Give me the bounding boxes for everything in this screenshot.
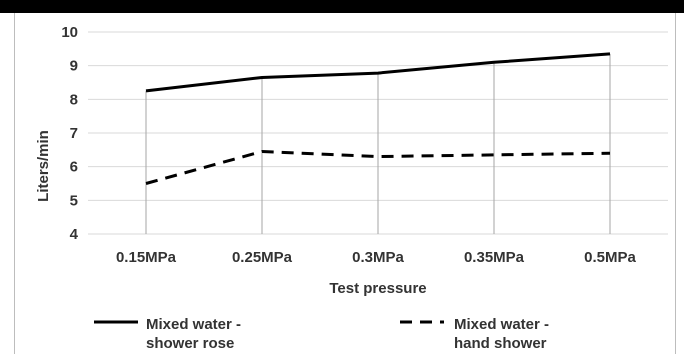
y-tick-labels: 4 5 6 7 8 9 10 [61, 24, 78, 243]
x-tick-labels: 0.15MPa 0.25MPa 0.3MPa 0.35MPa 0.5MPa [116, 249, 637, 266]
top-bar [0, 0, 684, 13]
x-axis-label: Test pressure [329, 280, 426, 297]
legend-label: Mixed water - [146, 316, 241, 333]
x-tick-label: 0.25MPa [232, 249, 293, 266]
legend: Mixed water - shower rose Mixed water - han… [94, 316, 549, 352]
y-tick-label: 5 [70, 192, 78, 209]
droplines [145, 53, 611, 234]
legend-label: shower rose [146, 335, 234, 352]
y-tick-label: 4 [70, 226, 79, 243]
right-border [675, 13, 676, 354]
y-tick-label: 9 [70, 58, 78, 75]
series-line-hand-shower [145, 150, 611, 185]
x-tick-label: 0.15MPa [116, 249, 177, 266]
y-tick-label: 10 [61, 24, 78, 41]
y-tick-label: 6 [70, 159, 78, 176]
x-tick-label: 0.5MPa [584, 249, 636, 266]
x-tick-label: 0.35MPa [464, 249, 525, 266]
gridlines [88, 31, 668, 235]
legend-label: hand shower [454, 335, 547, 352]
legend-label: Mixed water - [454, 316, 549, 333]
y-axis-label: Liters/min [35, 130, 52, 202]
series-lines [145, 52, 611, 185]
x-tick-label: 0.3MPa [352, 249, 404, 266]
series-line-shower-rose [145, 52, 611, 93]
y-tick-label: 7 [70, 125, 78, 142]
y-tick-label: 8 [70, 91, 78, 108]
left-border [14, 13, 15, 354]
